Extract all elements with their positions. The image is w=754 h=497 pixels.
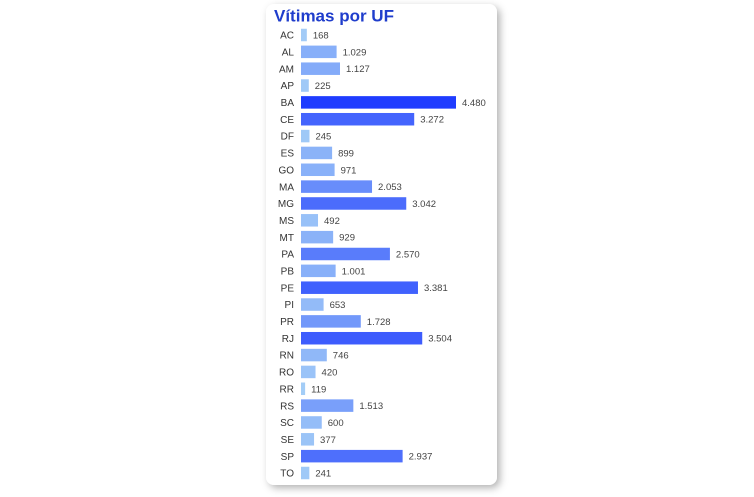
value-label: 3.504 xyxy=(428,334,452,345)
category-label: AP xyxy=(281,81,295,92)
bar xyxy=(301,146,333,160)
category-label: MT xyxy=(280,233,294,244)
bar xyxy=(301,281,418,294)
category-label: CE xyxy=(280,115,294,126)
bar xyxy=(301,112,415,126)
value-label: 1.127 xyxy=(346,64,370,75)
category-label: PA xyxy=(281,250,294,261)
category-label: DF xyxy=(281,132,294,143)
bar xyxy=(301,466,310,480)
bar xyxy=(301,129,310,143)
category-label: AC xyxy=(280,31,294,42)
value-label: 746 xyxy=(333,351,349,362)
category-label: RJ xyxy=(282,334,294,345)
category-label: BA xyxy=(281,98,295,109)
category-label: PI xyxy=(285,300,294,311)
value-label: 1.001 xyxy=(342,266,366,277)
bar xyxy=(301,79,309,92)
bar xyxy=(301,62,340,75)
bar xyxy=(301,214,319,227)
bar xyxy=(301,331,423,345)
category-label: PB xyxy=(281,266,295,277)
bar xyxy=(301,163,335,177)
value-label: 2.053 xyxy=(378,182,402,193)
value-label: 3.381 xyxy=(424,283,448,294)
bar xyxy=(301,264,336,278)
value-label: 653 xyxy=(330,300,346,311)
bar xyxy=(301,449,403,463)
value-label: 420 xyxy=(322,367,338,378)
value-label: 377 xyxy=(320,435,336,446)
bar xyxy=(301,96,456,109)
value-label: 899 xyxy=(338,148,354,159)
category-label: SE xyxy=(281,435,295,446)
bar xyxy=(301,45,337,59)
value-label: 119 xyxy=(311,384,326,395)
value-label: 2.570 xyxy=(396,250,420,261)
category-label: AL xyxy=(282,47,295,58)
category-label: PE xyxy=(281,283,295,294)
bar xyxy=(301,230,334,244)
bar xyxy=(301,28,307,42)
bar xyxy=(301,365,316,379)
bar xyxy=(301,197,407,210)
category-label: RN xyxy=(280,351,294,362)
category-label: GO xyxy=(278,165,294,176)
bar xyxy=(301,433,315,446)
value-label: 971 xyxy=(341,165,357,176)
card xyxy=(266,4,497,485)
category-label: MA xyxy=(279,182,294,193)
category-label: ES xyxy=(281,149,295,160)
bar xyxy=(301,180,373,193)
category-label: RO xyxy=(279,368,294,379)
bar xyxy=(301,399,354,412)
bar xyxy=(301,416,322,429)
category-label: MS xyxy=(279,216,294,227)
bar xyxy=(301,247,390,261)
value-label: 1.728 xyxy=(367,317,391,328)
category-label: PR xyxy=(280,317,294,328)
bar xyxy=(301,348,327,362)
category-label: RS xyxy=(280,401,294,412)
value-label: 1.513 xyxy=(359,401,383,412)
category-label: AM xyxy=(279,64,294,75)
category-label: TO xyxy=(280,469,294,480)
value-label: 600 xyxy=(328,418,344,429)
value-label: 4.480 xyxy=(462,98,486,109)
category-label: RR xyxy=(280,384,294,395)
value-label: 241 xyxy=(315,469,331,480)
bar xyxy=(301,382,306,396)
value-label: 492 xyxy=(324,216,340,227)
bar xyxy=(301,315,361,328)
value-label: 3.042 xyxy=(412,199,436,210)
value-label: 245 xyxy=(315,132,331,143)
category-label: SP xyxy=(281,452,295,463)
bar xyxy=(301,298,324,311)
value-label: 2.937 xyxy=(409,452,433,463)
value-label: 929 xyxy=(339,233,355,244)
value-label: 1.029 xyxy=(343,47,367,58)
value-label: 168 xyxy=(313,31,329,42)
chart-title: Vítimas por UF xyxy=(274,6,394,25)
value-label: 225 xyxy=(315,81,331,92)
category-label: SC xyxy=(280,418,294,429)
category-label: MG xyxy=(278,199,294,210)
value-label: 3.272 xyxy=(420,115,444,126)
